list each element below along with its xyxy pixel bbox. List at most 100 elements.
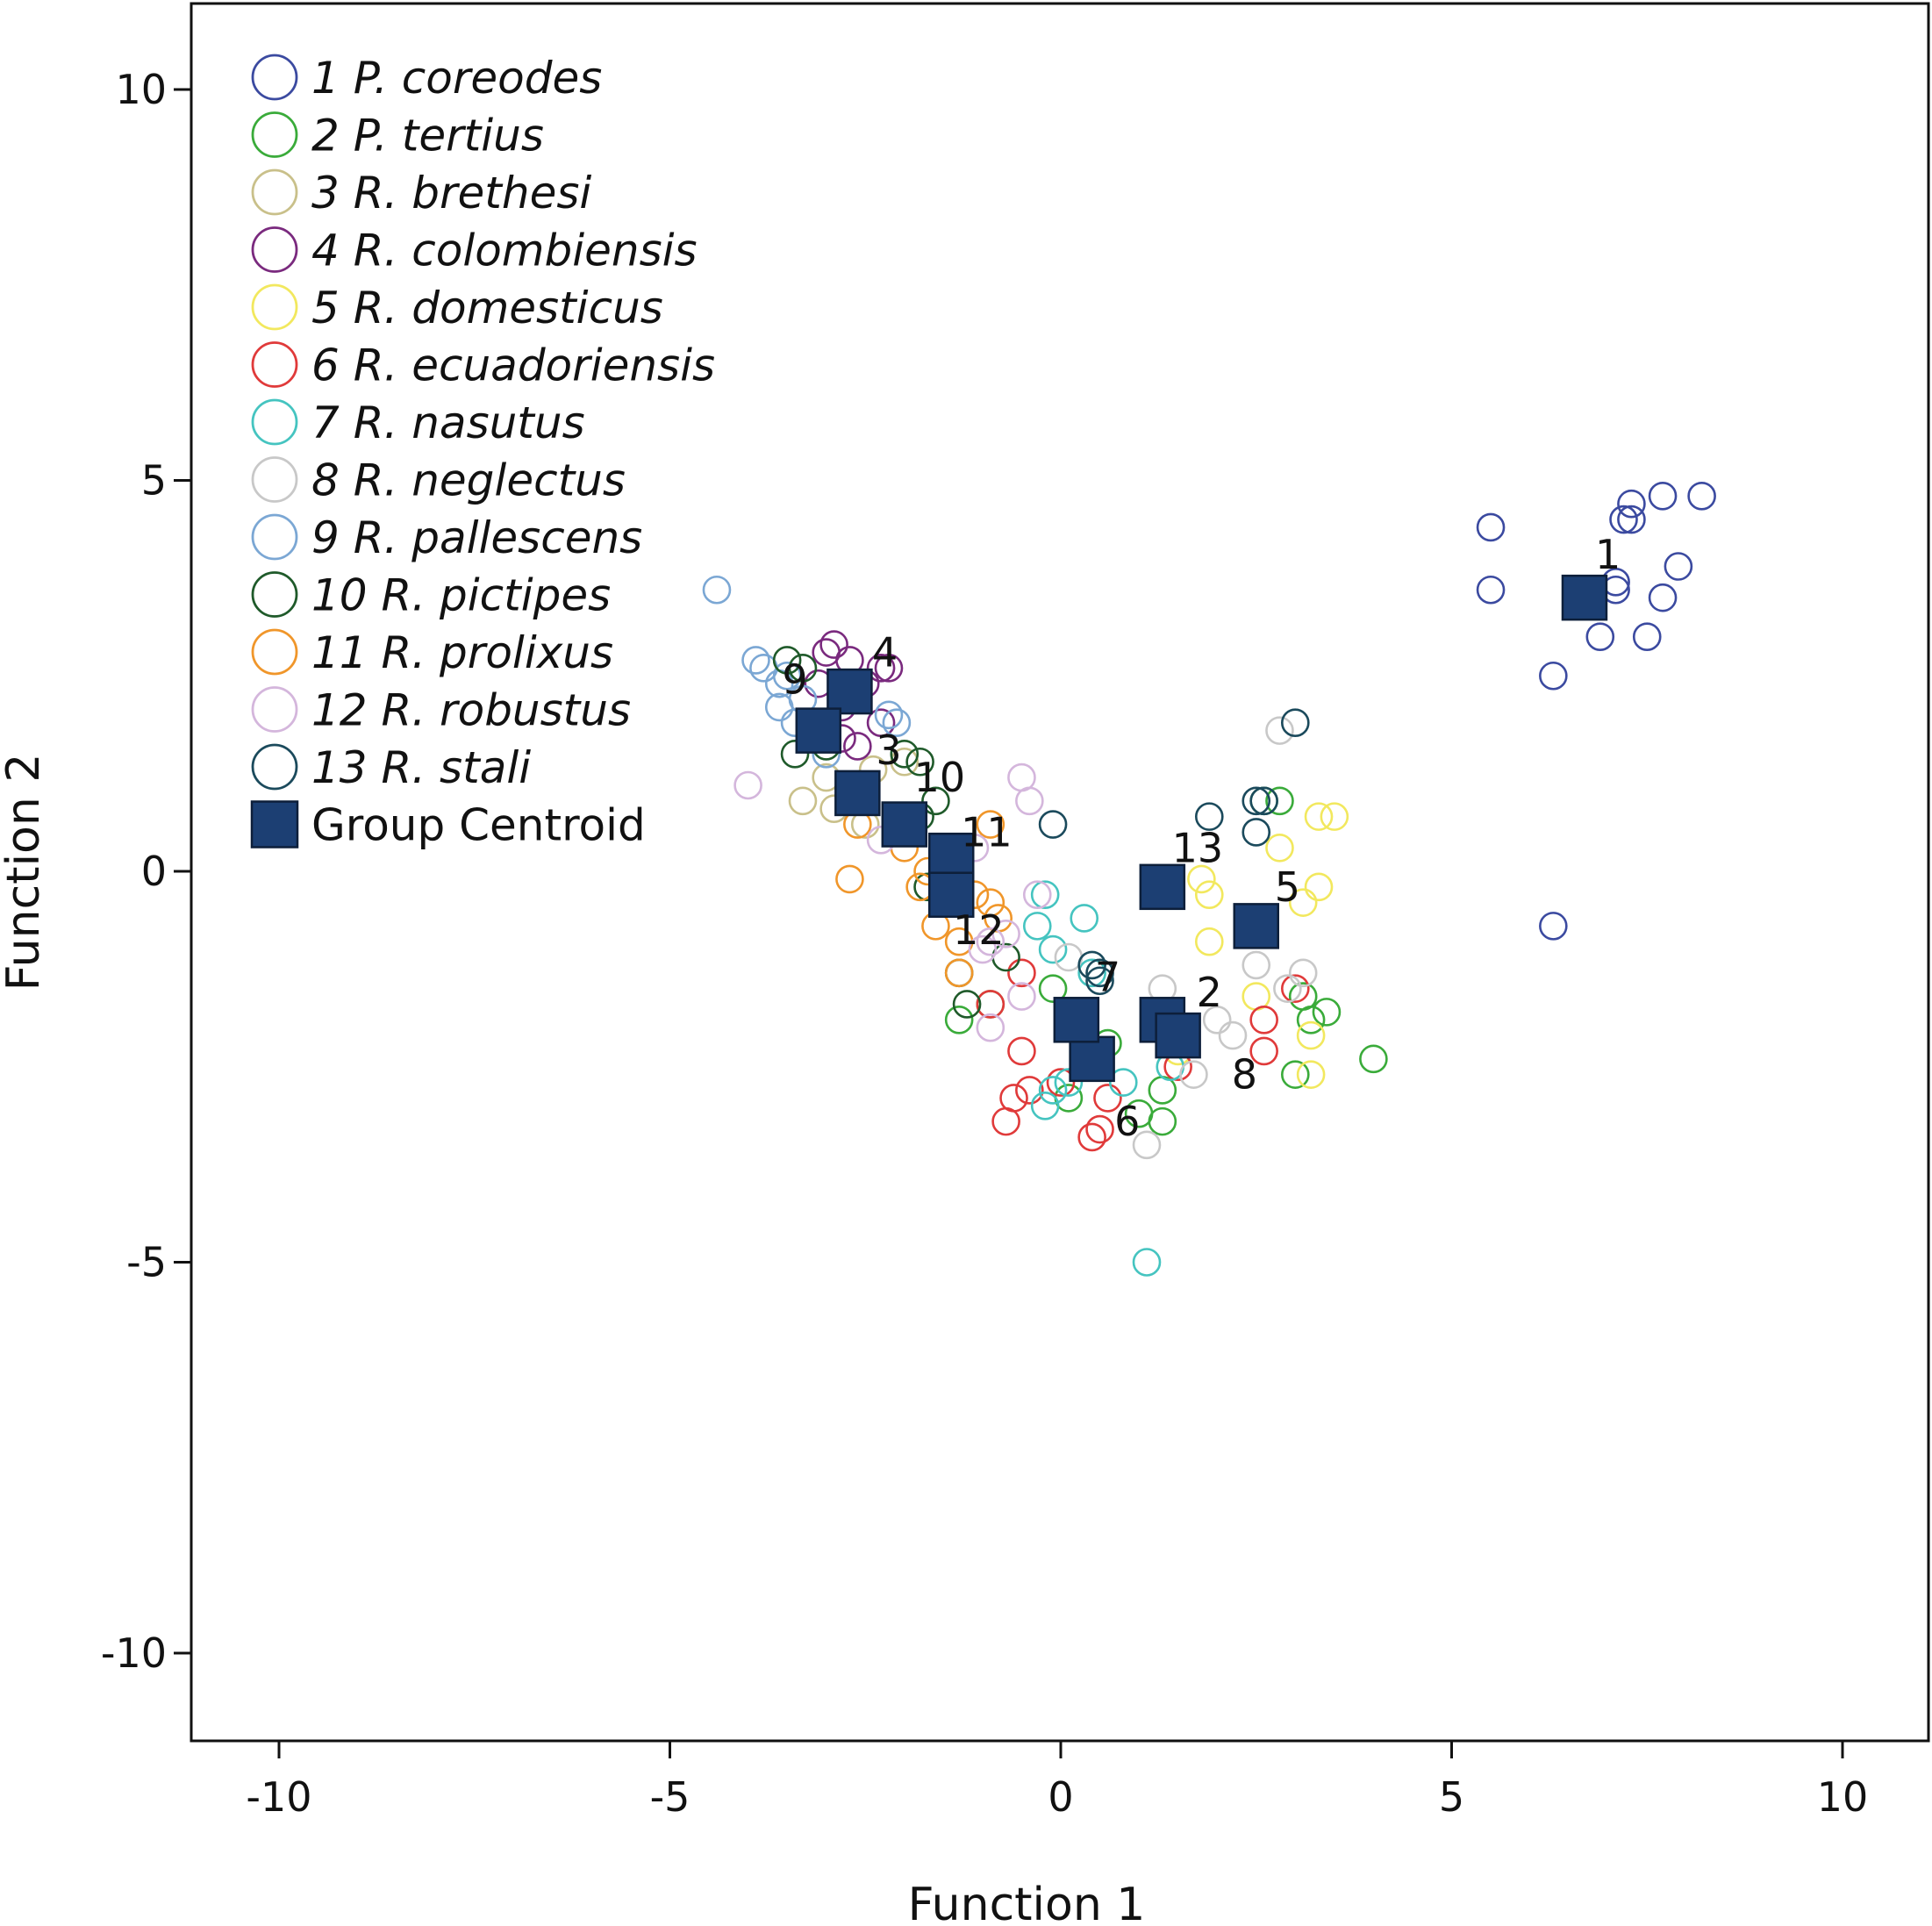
legend-label-9: 9 R. pallescens <box>311 512 642 563</box>
legend-label-11: 11 R. prolixus <box>311 627 613 678</box>
data-point-series-6 <box>991 1106 1020 1136</box>
data-point-series-2 <box>1312 998 1342 1027</box>
data-point-series-1 <box>1648 583 1678 612</box>
legend-label-10: 10 R. pictipes <box>311 570 611 621</box>
data-point-series-13 <box>1038 810 1068 839</box>
group-centroid-6 <box>1069 1035 1115 1083</box>
data-point-series-5 <box>1304 802 1334 831</box>
data-point-series-7 <box>1054 1068 1084 1097</box>
legend-marker-12 <box>251 686 298 733</box>
data-point-series-2 <box>1281 1060 1310 1089</box>
legend-label-5: 5 R. domesticus <box>311 283 663 333</box>
y-axis-ticks: 10 5 0 -5 -10 <box>101 66 191 1677</box>
data-point-series-12 <box>1022 880 1052 910</box>
data-point-series-7 <box>1030 1092 1060 1121</box>
data-point-series-3 <box>788 786 818 816</box>
legend-label-13: 13 R. stali <box>311 742 531 793</box>
data-point-series-10 <box>890 740 919 769</box>
legend-label-6: 6 R. ecuadoriensis <box>311 340 715 391</box>
data-point-series-2 <box>1054 1084 1084 1113</box>
data-point-series-13 <box>1085 958 1114 988</box>
data-point-series-1 <box>1476 512 1506 542</box>
data-point-series-10 <box>780 740 810 769</box>
data-point-series-6 <box>1015 1076 1044 1105</box>
centroid-label-13: 13 <box>1172 824 1224 871</box>
x-tick-label: 0 <box>1048 1773 1073 1821</box>
data-point-series-11 <box>976 888 1005 917</box>
data-point-series-13 <box>1241 818 1271 847</box>
data-point-series-5 <box>1304 872 1334 902</box>
data-point-series-9 <box>702 575 732 605</box>
data-point-series-7 <box>1022 912 1052 941</box>
group-centroid-1 <box>1561 574 1608 621</box>
group-centroid-11 <box>928 832 975 879</box>
data-point-series-4 <box>866 708 896 738</box>
centroid-label-8: 8 <box>1232 1051 1257 1099</box>
data-point-series-12 <box>1007 763 1036 792</box>
data-point-series-12 <box>1015 786 1044 816</box>
legend-marker-11 <box>251 628 298 676</box>
data-point-series-8 <box>1179 1060 1208 1089</box>
data-point-series-8 <box>1202 1005 1232 1035</box>
data-point-series-6 <box>1085 1114 1114 1144</box>
centroid-label-12: 12 <box>953 906 1005 954</box>
y-tick-label: -10 <box>101 1629 167 1677</box>
group-centroid-8 <box>1155 1012 1201 1059</box>
data-point-series-9 <box>772 661 802 691</box>
group-centroid-7 <box>1053 997 1100 1043</box>
legend-marker-6 <box>251 341 298 388</box>
legend-label-12: 12 R. robustus <box>311 685 631 736</box>
data-point-series-13 <box>1077 950 1106 980</box>
x-tick-label: 5 <box>1439 1773 1464 1821</box>
data-point-series-9 <box>749 654 778 683</box>
centroid-label-6: 6 <box>1114 1098 1140 1145</box>
y-tick-label: 0 <box>141 848 167 895</box>
legend: 1 P. coreodes 2 P. tertius 3 R. brethesi 4 … <box>250 53 715 851</box>
data-point-series-2 <box>1148 1106 1177 1136</box>
data-point-series-1 <box>1648 482 1678 511</box>
data-point-series-3 <box>890 747 919 777</box>
data-point-series-1 <box>1609 505 1638 534</box>
data-point-series-6 <box>1249 1005 1278 1035</box>
x-axis-title: Function 1 <box>908 1879 1146 1926</box>
data-point-series-9 <box>741 646 770 675</box>
centroid-label-1: 1 <box>1595 531 1621 578</box>
data-point-series-10 <box>788 654 818 683</box>
y-tick-label: 10 <box>115 66 167 113</box>
data-point-series-2 <box>1038 974 1068 1003</box>
legend-marker-3 <box>251 168 298 216</box>
data-point-series-6 <box>1249 1036 1278 1066</box>
legend-label-2: 2 P. tertius <box>311 111 544 161</box>
group-centroid-5 <box>1233 903 1279 949</box>
data-point-series-2 <box>944 1005 974 1035</box>
y-tick-label: -5 <box>126 1239 167 1286</box>
legend-label-8: 8 R. neglectus <box>311 455 626 506</box>
data-point-series-12 <box>1007 982 1036 1011</box>
data-point-series-7 <box>1030 880 1060 910</box>
data-point-series-1 <box>1617 505 1646 534</box>
group-centroid-3 <box>834 770 881 817</box>
data-point-series-11 <box>944 958 974 988</box>
data-point-series-9 <box>874 700 904 730</box>
data-point-series-2 <box>1265 786 1294 816</box>
data-point-series-4 <box>866 654 896 683</box>
centroid-label-10: 10 <box>914 754 966 801</box>
data-point-series-6 <box>1281 974 1310 1003</box>
x-tick-label: 10 <box>1817 1773 1869 1821</box>
data-point-series-7 <box>1077 958 1106 988</box>
data-point-series-10 <box>905 747 934 777</box>
data-point-series-1 <box>1476 575 1506 605</box>
data-point-series-1 <box>1617 489 1646 519</box>
data-point-series-9 <box>882 708 912 738</box>
group-centroid-10 <box>881 801 928 848</box>
legend-marker-1 <box>251 54 298 101</box>
data-point-series-5 <box>1296 1020 1326 1050</box>
legend-marker-4 <box>251 226 298 273</box>
data-point-series-7 <box>1132 1248 1162 1277</box>
legend-label-4: 4 R. colombiensis <box>311 226 698 276</box>
data-point-series-6 <box>976 990 1005 1019</box>
data-point-series-6 <box>1007 1036 1036 1066</box>
group-centroid-13 <box>1139 863 1186 911</box>
data-point-series-8 <box>1132 1130 1162 1160</box>
data-point-series-5 <box>1320 802 1349 831</box>
